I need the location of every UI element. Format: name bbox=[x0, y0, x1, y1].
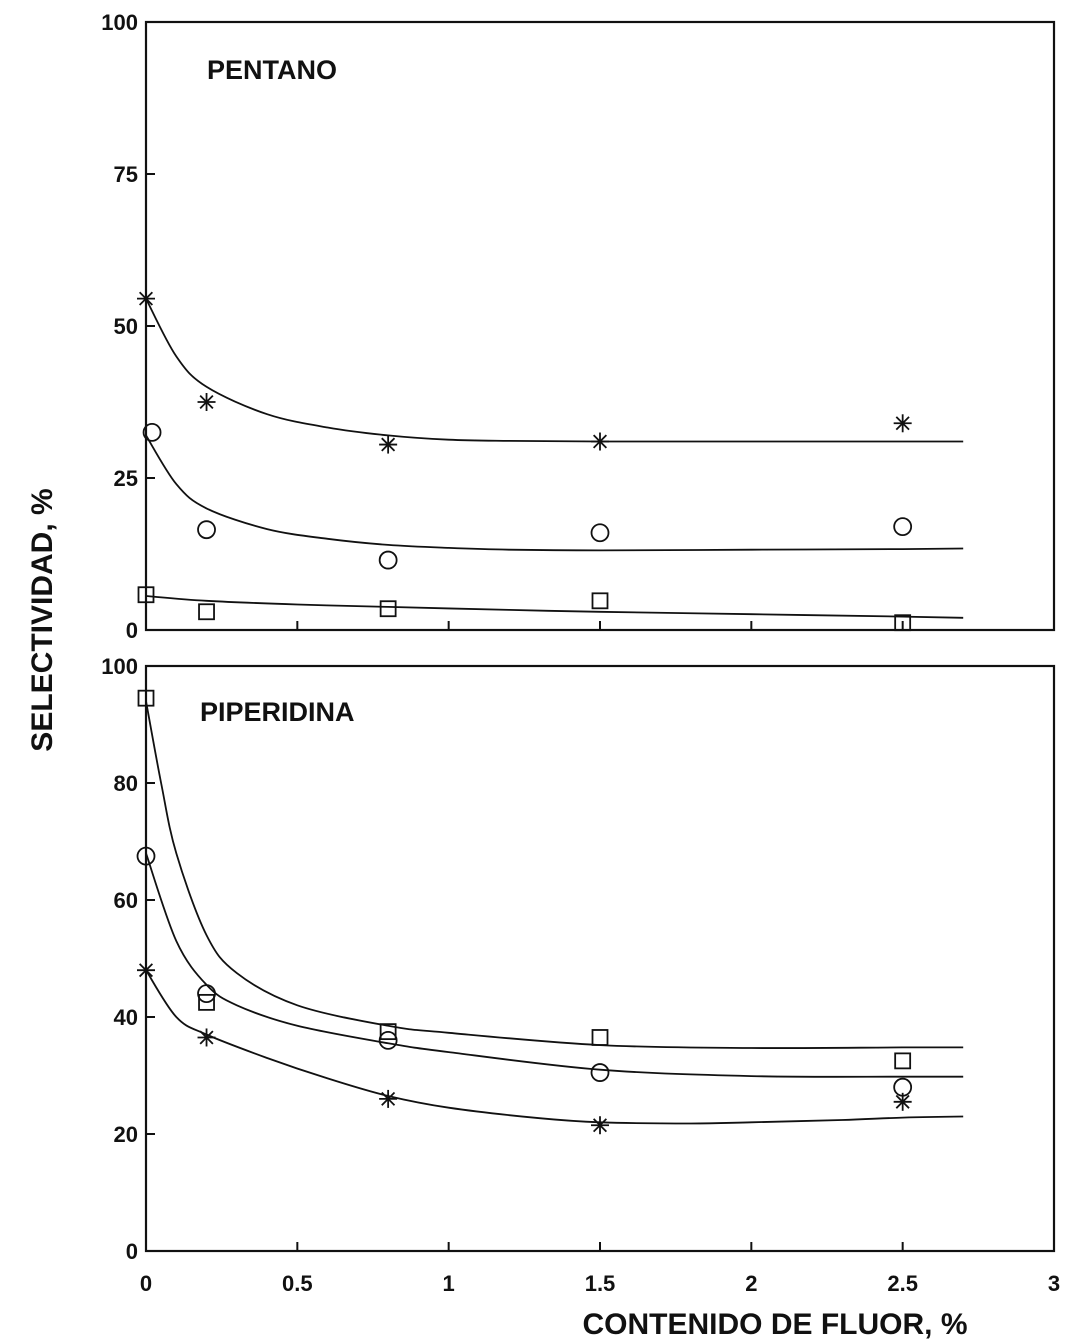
x-tick-label: 2 bbox=[745, 1271, 757, 1296]
x-tick-label: 1.5 bbox=[585, 1271, 616, 1296]
data-point-circle bbox=[378, 1031, 398, 1050]
y-tick-label: 25 bbox=[114, 466, 138, 491]
data-point-square bbox=[137, 689, 155, 707]
x-tick-label: 0.5 bbox=[282, 1271, 313, 1296]
series-circle bbox=[142, 422, 964, 570]
data-point-square bbox=[198, 993, 215, 1011]
y-tick-label: 100 bbox=[101, 654, 138, 679]
series-square bbox=[137, 689, 964, 1070]
data-point-circle bbox=[590, 523, 610, 543]
y-tick-label: 100 bbox=[101, 10, 138, 35]
x-axis-title: CONTENIDO DE FLUOR, % bbox=[582, 1308, 967, 1341]
fit-curve bbox=[145, 298, 964, 443]
data-point-circle bbox=[893, 517, 913, 537]
fit-curve bbox=[145, 852, 964, 1078]
data-point-asterisk bbox=[197, 393, 216, 411]
panel-pentano: PENTANO 0 25 50 75 100 bbox=[101, 10, 1056, 643]
series-asterisk bbox=[137, 289, 964, 454]
data-point-asterisk bbox=[137, 961, 155, 980]
x-tick-label: 2.5 bbox=[887, 1271, 918, 1296]
data-point-circle bbox=[197, 520, 216, 540]
data-point-square bbox=[137, 586, 155, 604]
series-asterisk bbox=[137, 961, 964, 1135]
plot-frame bbox=[144, 664, 1056, 1253]
data-point-asterisk bbox=[379, 1089, 398, 1108]
data-point-circle bbox=[136, 846, 156, 866]
panel-title: PENTANO bbox=[207, 55, 337, 85]
fit-curve bbox=[145, 595, 964, 619]
series-circle bbox=[136, 846, 964, 1097]
data-point-asterisk bbox=[893, 414, 912, 433]
data-point-square bbox=[379, 600, 397, 618]
data-point-asterisk bbox=[137, 289, 155, 308]
fit-curve bbox=[145, 969, 964, 1125]
y-tick-label: 40 bbox=[114, 1005, 138, 1030]
y-tick-label: 80 bbox=[114, 771, 138, 796]
data-point-asterisk bbox=[893, 1092, 912, 1111]
y-axis-title: SELECTIVIDAD, % bbox=[26, 488, 59, 751]
fit-curve bbox=[145, 434, 964, 552]
data-point-asterisk bbox=[197, 1028, 216, 1047]
data-point-circle bbox=[197, 984, 216, 1003]
data-point-square bbox=[379, 1023, 397, 1041]
data-point-circle bbox=[590, 1063, 610, 1082]
y-tick-label: 0 bbox=[126, 1239, 138, 1264]
data-point-asterisk bbox=[591, 1116, 609, 1135]
data-point-asterisk bbox=[591, 432, 609, 451]
y-tick-label: 50 bbox=[114, 314, 138, 339]
y-tick-label: 20 bbox=[114, 1122, 138, 1147]
data-point-square bbox=[591, 1029, 609, 1046]
data-point-circle bbox=[378, 550, 398, 570]
data-point-asterisk bbox=[379, 435, 398, 454]
y-tick-label: 60 bbox=[114, 888, 138, 913]
x-tick-label: 1 bbox=[443, 1271, 455, 1296]
plot-frame bbox=[144, 20, 1056, 632]
data-point-square bbox=[894, 614, 912, 632]
data-point-circle bbox=[142, 422, 162, 442]
panel-piperidina: PIPERIDINA 0 20 40 60 80 100 0 0.5 1 1.5 2 2.5 3 bbox=[101, 654, 1060, 1296]
y-tick-label: 0 bbox=[126, 618, 138, 643]
panel-title: PIPERIDINA bbox=[200, 697, 355, 727]
series-square bbox=[137, 586, 964, 632]
x-tick-label: 0 bbox=[140, 1271, 152, 1296]
data-point-square bbox=[894, 1052, 912, 1070]
data-point-square bbox=[591, 592, 609, 610]
data-point-square bbox=[198, 603, 215, 621]
fit-curve bbox=[145, 700, 964, 1049]
y-tick-label: 75 bbox=[114, 162, 138, 187]
x-tick-label: 3 bbox=[1048, 1271, 1060, 1296]
